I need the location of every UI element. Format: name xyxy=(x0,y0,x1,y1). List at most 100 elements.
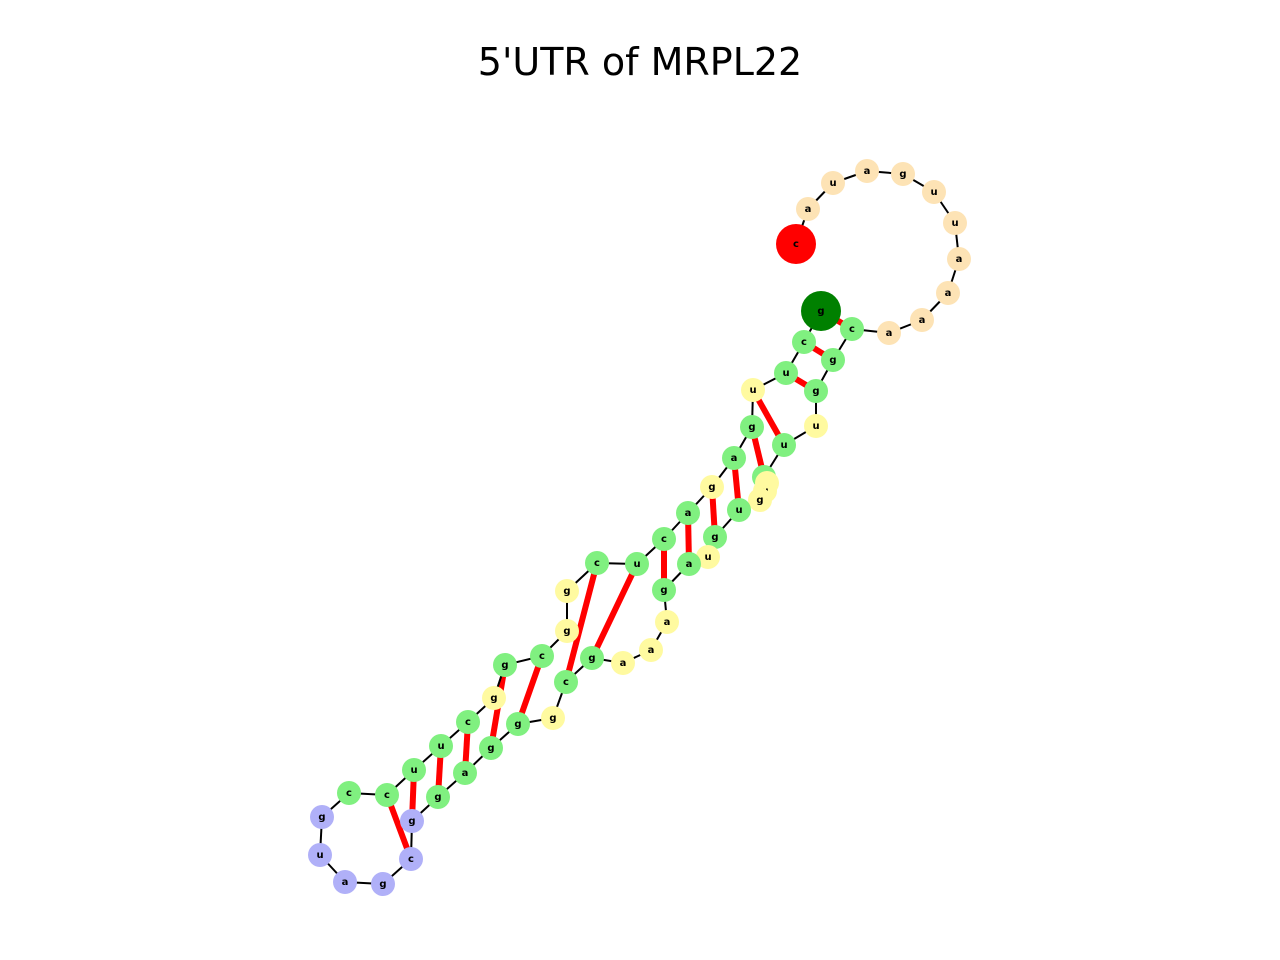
nucleotide-label: g xyxy=(588,653,595,664)
nucleotide-label: a xyxy=(805,204,812,215)
nucleotide-label: a xyxy=(919,315,926,326)
nucleotide-stem: g xyxy=(479,736,503,760)
nucleotide-label: g xyxy=(487,743,494,754)
nucleotide-label: u xyxy=(410,765,417,776)
base-pair-bond xyxy=(563,562,600,683)
nucleotide-circle xyxy=(774,361,798,385)
nucleotide-interior: u xyxy=(804,414,828,438)
nucleotide-label: g xyxy=(563,626,570,637)
nucleotide-circle xyxy=(402,758,426,782)
nucleotide-label: g xyxy=(379,879,386,890)
nucleotide-exterior: a xyxy=(947,247,971,271)
nucleotide-stem: u xyxy=(772,433,796,457)
nucleotide-stem: a xyxy=(676,501,700,525)
nucleotide-circle xyxy=(748,488,772,512)
nucleotide-label: g xyxy=(711,532,718,543)
nucleotide-stem: u xyxy=(402,758,426,782)
nucleotide-circle xyxy=(479,736,503,760)
base-pair-bond xyxy=(589,562,640,660)
nucleotide-circle xyxy=(696,545,720,569)
nucleotide-circle xyxy=(482,686,506,710)
nucleotide-stem: c xyxy=(530,644,554,668)
nucleotide-interior: u xyxy=(741,378,765,402)
nucleotide-circle xyxy=(891,162,915,186)
nucleotide-label: c xyxy=(346,788,352,799)
nucleotide-interior: g xyxy=(555,579,579,603)
nucleotide-stem: g xyxy=(703,525,727,549)
nucleotide-circle xyxy=(655,610,679,634)
nucleotide-label: g xyxy=(408,816,415,827)
nucleotide-interior: a xyxy=(639,638,663,662)
nucleotide-label: c xyxy=(563,677,569,688)
nucleotide-hairpin: g xyxy=(371,872,395,896)
nucleotide-circle xyxy=(804,414,828,438)
nucleotide-exterior: u xyxy=(943,211,967,235)
nucleotide-stem: g xyxy=(652,578,676,602)
nucleotide-label: g xyxy=(660,585,667,596)
nucleotide-label: u xyxy=(930,187,937,198)
nucleotide-stem: c xyxy=(840,317,864,341)
nucleotide-interior: a xyxy=(655,610,679,634)
nucleotide-interior: g xyxy=(541,706,565,730)
nucleotide-circle xyxy=(922,180,946,204)
nucleotide-circle xyxy=(429,734,453,758)
nucleotide-five_prime: c xyxy=(776,224,816,264)
nucleotide-label: u xyxy=(316,850,323,861)
nucleotide-circle xyxy=(493,653,517,677)
nucleotide-circle xyxy=(426,785,450,809)
nucleotide-circle xyxy=(625,552,649,576)
nucleotide-circle xyxy=(677,552,701,576)
nucleotide-interior: g xyxy=(748,488,772,512)
nucleotide-exterior: u xyxy=(821,171,845,195)
nucleotide-stem: g xyxy=(493,653,517,677)
nucleotide-stem: c xyxy=(652,527,676,551)
nucleotide-circle xyxy=(855,159,879,183)
nucleotide-circle xyxy=(308,843,332,867)
nucleotide-circle xyxy=(611,651,635,675)
nucleotide-exterior: a xyxy=(936,281,960,305)
nucleotide-interior: a xyxy=(611,651,635,675)
nucleotide-stem: a xyxy=(722,446,746,470)
nucleotide-label: u xyxy=(829,178,836,189)
nucleotide-interior: g xyxy=(700,475,724,499)
nucleotide-hairpin: a xyxy=(333,870,357,894)
nucleotide-label: a xyxy=(686,559,693,570)
nucleotide-label: g xyxy=(708,482,715,493)
nucleotide-circle xyxy=(727,498,751,522)
nucleotide-label: u xyxy=(782,368,789,379)
diagram-title: 5'UTR of MRPL22 xyxy=(477,40,803,84)
nucleotide-circle xyxy=(530,644,554,668)
nucleotide-hairpin: c xyxy=(399,847,423,871)
nucleotide-label: a xyxy=(648,645,655,656)
nucleotide-label: u xyxy=(735,505,742,516)
nucleotide-circle xyxy=(840,317,864,341)
nucleotide-stem: c xyxy=(792,330,816,354)
nucleotide-circle xyxy=(453,761,477,785)
nucleotide-label: g xyxy=(756,495,763,506)
nucleotide-circle xyxy=(801,291,841,331)
nucleotide-circle xyxy=(456,710,480,734)
nucleotide-label: c xyxy=(539,651,545,662)
nucleotide-label: u xyxy=(437,741,444,752)
nucleotide-stem: g xyxy=(426,785,450,809)
nucleotide-label: g xyxy=(812,386,819,397)
nucleotide-circle xyxy=(821,348,845,372)
nucleotide-circle xyxy=(639,638,663,662)
nucleotide-interior: g xyxy=(555,619,579,643)
nucleotide-label: g xyxy=(514,719,521,730)
nucleotide-interior: g xyxy=(482,686,506,710)
nucleotide-exterior: u xyxy=(922,180,946,204)
nucleotide-label: g xyxy=(490,693,497,704)
nucleotide-circle xyxy=(554,670,578,694)
nucleotide-circle xyxy=(740,415,764,439)
nucleotide-stem: c xyxy=(375,783,399,807)
nucleotide-label: c xyxy=(408,854,414,865)
nucleotide-label: a xyxy=(956,254,963,265)
nucleotide-stem: g xyxy=(506,712,530,736)
nucleotide-circle xyxy=(541,706,565,730)
nucleotide-label: g xyxy=(899,169,906,180)
nucleotide-circle xyxy=(804,379,828,403)
nucleotide-label: c xyxy=(661,534,667,545)
nucleotide-circle xyxy=(400,809,424,833)
